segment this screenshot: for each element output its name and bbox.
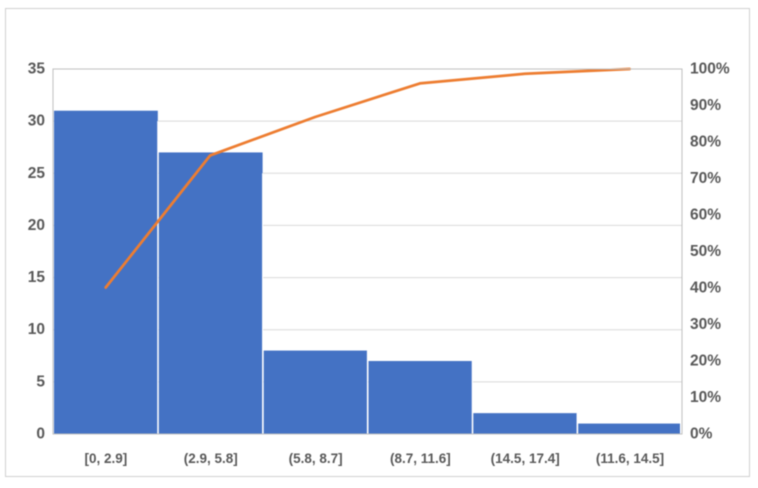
svg-text:20%: 20%	[690, 353, 721, 370]
svg-text:(14.5, 17.4]: (14.5, 17.4]	[491, 451, 560, 466]
svg-text:0: 0	[36, 426, 45, 443]
svg-text:40%: 40%	[690, 280, 721, 297]
svg-text:70%: 70%	[690, 170, 721, 187]
svg-text:15: 15	[28, 269, 46, 286]
svg-text:100%: 100%	[690, 61, 730, 78]
svg-text:10: 10	[28, 321, 45, 338]
svg-text:50%: 50%	[690, 243, 721, 260]
svg-text:5: 5	[36, 373, 45, 390]
svg-text:[0, 2.9]: [0, 2.9]	[85, 451, 128, 466]
svg-text:(2.9, 5.8]: (2.9, 5.8]	[184, 451, 238, 466]
svg-text:20: 20	[28, 217, 45, 234]
svg-text:90%: 90%	[690, 97, 721, 114]
svg-text:10%: 10%	[690, 389, 721, 406]
svg-text:(11.6, 14.5]: (11.6, 14.5]	[596, 451, 664, 466]
svg-text:35: 35	[28, 61, 46, 78]
svg-text:25: 25	[28, 165, 46, 182]
svg-text:(5.8, 8.7]: (5.8, 8.7]	[289, 451, 343, 466]
svg-text:30%: 30%	[690, 316, 721, 333]
svg-text:80%: 80%	[690, 134, 721, 151]
svg-text:30: 30	[28, 113, 45, 130]
svg-text:60%: 60%	[690, 207, 721, 224]
svg-text:(8.7, 11.6]: (8.7, 11.6]	[390, 451, 451, 466]
svg-text:0%: 0%	[690, 426, 713, 443]
